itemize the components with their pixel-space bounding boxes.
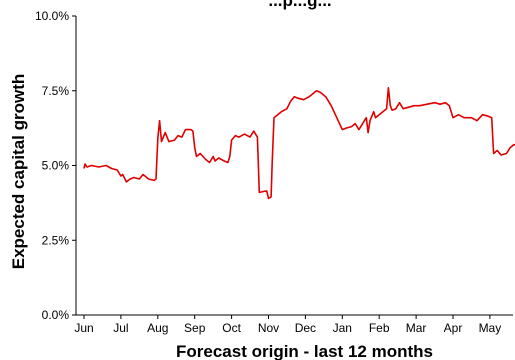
series-line xyxy=(83,87,515,200)
x-tick-label: Oct xyxy=(222,321,241,335)
x-tick-label: May xyxy=(479,321,502,335)
y-tick-label: 0.0% xyxy=(42,308,70,322)
x-tick-label: Mar xyxy=(406,321,427,335)
x-tick-label: Dec xyxy=(295,321,316,335)
chart-title: ...p...g... xyxy=(268,0,331,10)
x-tick-label: Feb xyxy=(369,321,390,335)
y-tick-label: 5.0% xyxy=(42,159,70,173)
x-tick-label: Jan xyxy=(333,321,352,335)
x-tick-label: Sep xyxy=(184,321,206,335)
x-tick-label: Nov xyxy=(258,321,279,335)
y-axis-ticks: 0.0% 2.5% 5.0% 7.5% 10.0% xyxy=(35,9,76,322)
x-tick-label: Jun xyxy=(74,321,93,335)
y-tick-label: 10.0% xyxy=(35,9,69,23)
x-tick-label: Aug xyxy=(147,321,168,335)
y-tick-label: 7.5% xyxy=(42,84,70,98)
x-axis-ticks: Jun Jul Aug Sep Oct Nov Dec Jan Feb Mar Apr May xyxy=(74,315,501,335)
x-tick-label: Jul xyxy=(113,321,128,335)
y-tick-label: 2.5% xyxy=(42,233,70,247)
y-axis-title: Expected capital growth xyxy=(9,74,28,270)
x-tick-label: Apr xyxy=(444,321,463,335)
x-axis-title: Forecast origin - last 12 months xyxy=(176,342,433,360)
series-layer xyxy=(83,87,515,200)
